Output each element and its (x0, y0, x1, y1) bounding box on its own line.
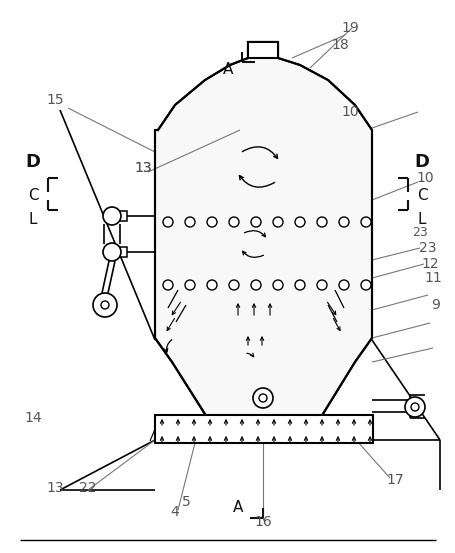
Bar (119, 247, 127, 257)
Circle shape (101, 301, 109, 309)
Text: 13: 13 (46, 481, 64, 495)
Text: 10: 10 (340, 105, 358, 119)
Circle shape (162, 280, 172, 290)
Circle shape (258, 394, 267, 402)
Text: 14: 14 (24, 411, 42, 425)
Polygon shape (155, 42, 371, 430)
Text: 4: 4 (170, 505, 179, 519)
Circle shape (404, 397, 424, 417)
Circle shape (250, 217, 260, 227)
Text: 16: 16 (253, 515, 271, 529)
Circle shape (294, 280, 304, 290)
Circle shape (316, 280, 326, 290)
Text: 18: 18 (330, 38, 348, 52)
Bar (248, 42, 278, 58)
Text: D: D (25, 153, 40, 171)
Text: D: D (414, 153, 429, 171)
Text: 19: 19 (340, 21, 358, 35)
Circle shape (273, 280, 283, 290)
Text: 23: 23 (411, 226, 427, 238)
Text: A: A (233, 500, 243, 515)
Text: 13: 13 (134, 161, 152, 175)
Circle shape (162, 217, 172, 227)
Circle shape (316, 217, 326, 227)
Text: 10: 10 (415, 171, 433, 185)
Circle shape (185, 280, 195, 290)
Circle shape (360, 280, 370, 290)
Text: 22: 22 (79, 481, 96, 495)
Circle shape (273, 217, 283, 227)
Text: L: L (417, 212, 425, 227)
Circle shape (103, 207, 121, 225)
Text: C: C (416, 189, 426, 204)
Circle shape (338, 217, 348, 227)
Bar (119, 211, 127, 221)
Circle shape (228, 217, 238, 227)
Bar (155, 415, 372, 443)
Text: 13: 13 (134, 161, 152, 175)
Text: A: A (222, 62, 233, 77)
Text: 5: 5 (181, 495, 190, 509)
Circle shape (93, 293, 117, 317)
Text: 12: 12 (420, 257, 438, 271)
Circle shape (207, 280, 217, 290)
Circle shape (410, 403, 418, 411)
Text: 23: 23 (418, 241, 436, 255)
Circle shape (185, 217, 195, 227)
Circle shape (360, 217, 370, 227)
Circle shape (103, 243, 121, 261)
Circle shape (338, 280, 348, 290)
Text: L: L (29, 212, 37, 227)
Circle shape (207, 217, 217, 227)
Circle shape (250, 280, 260, 290)
Text: 9: 9 (430, 298, 440, 312)
Text: C: C (28, 189, 38, 204)
Text: 17: 17 (385, 473, 403, 487)
Text: 15: 15 (46, 93, 64, 107)
Circle shape (228, 280, 238, 290)
Circle shape (253, 388, 273, 408)
Text: 11: 11 (423, 271, 441, 285)
Circle shape (294, 217, 304, 227)
